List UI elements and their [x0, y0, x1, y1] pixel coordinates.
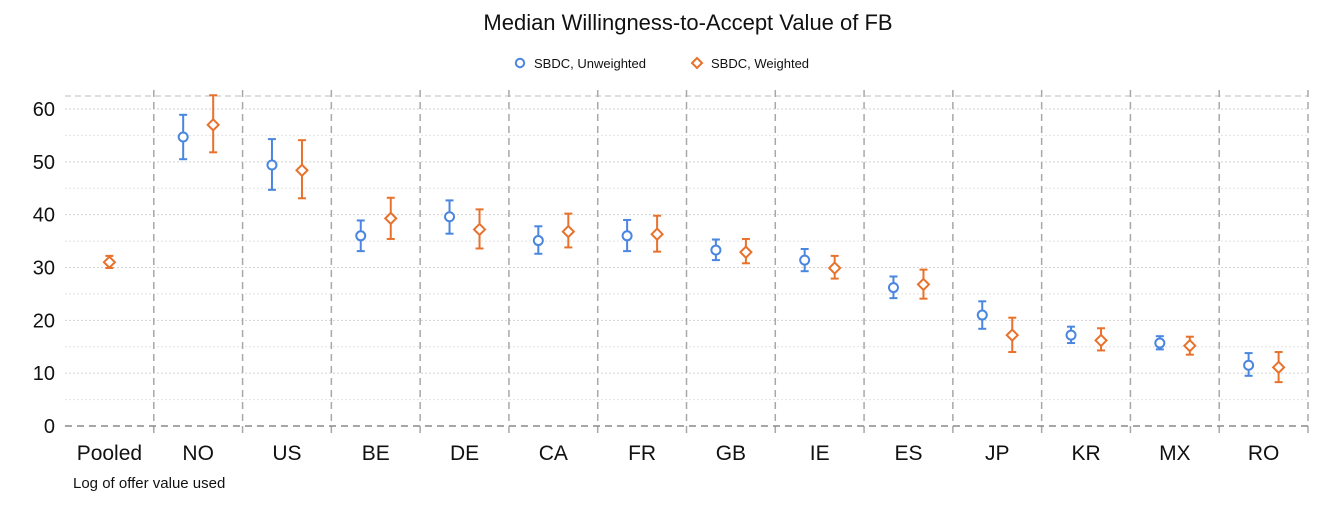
- x-tick-label: RO: [1248, 442, 1280, 465]
- data-marks: [102, 94, 1286, 384]
- y-tick-label: 50: [33, 152, 55, 174]
- legend-marker-weighted: [690, 56, 704, 70]
- data-point-group: [444, 199, 456, 235]
- y-tick-label: 40: [33, 205, 55, 227]
- x-tick-label: GB: [716, 442, 746, 465]
- data-point-diamond: [650, 227, 665, 242]
- data-point-diamond: [102, 255, 117, 270]
- data-point-group: [1065, 325, 1077, 345]
- y-tick-label: 60: [33, 99, 55, 121]
- x-tick-label: JP: [985, 442, 1010, 465]
- data-point-circle: [532, 235, 544, 247]
- x-tick-label: DE: [450, 442, 479, 465]
- data-point-group: [1094, 327, 1108, 352]
- data-point-diamond: [295, 163, 309, 178]
- data-point-circle: [887, 282, 899, 294]
- data-point-circle: [444, 211, 456, 223]
- data-point-circle: [621, 230, 633, 242]
- data-point-diamond: [206, 117, 221, 132]
- x-tick-label: MX: [1159, 442, 1191, 465]
- data-point-diamond: [916, 277, 931, 292]
- data-point-group: [266, 138, 278, 191]
- data-point-group: [1182, 335, 1197, 356]
- data-point-group: [1005, 316, 1020, 354]
- data-point-group: [621, 218, 633, 253]
- data-point-group: [561, 212, 576, 249]
- legend: SBDC, Unweighted SBDC, Weighted: [514, 56, 809, 71]
- data-point-diamond: [738, 245, 753, 260]
- y-tick-label: 30: [33, 258, 55, 280]
- y-tick-label: 0: [44, 416, 55, 438]
- y-tick-label: 20: [33, 310, 55, 332]
- legend-label-weighted: SBDC, Weighted: [711, 56, 809, 71]
- data-point-group: [650, 214, 665, 253]
- data-point-circle: [1243, 359, 1255, 371]
- x-tick-label: ES: [894, 442, 922, 465]
- data-point-group: [976, 300, 988, 330]
- x-tick-label: US: [272, 442, 301, 465]
- legend-label-unweighted: SBDC, Unweighted: [534, 56, 646, 71]
- data-point-circle: [177, 131, 189, 143]
- data-point-group: [1271, 351, 1286, 384]
- data-point-group: [827, 254, 842, 280]
- data-point-circle: [799, 254, 811, 266]
- chart-title: Median Willingness-to-Accept Value of FB: [483, 10, 892, 35]
- data-point-diamond: [1005, 328, 1020, 343]
- y-axis: 0 10 20 30 40 50 60: [33, 99, 55, 438]
- data-point-group: [177, 113, 189, 161]
- y-tick-label: 10: [33, 363, 55, 385]
- x-tick-label: FR: [628, 442, 656, 465]
- data-point-group: [916, 268, 931, 300]
- data-point-circle: [976, 309, 988, 321]
- data-point-group: [472, 208, 487, 250]
- data-point-group: [383, 196, 398, 240]
- data-point-diamond: [827, 261, 842, 275]
- x-tick-label: Pooled: [77, 442, 142, 465]
- data-point-group: [102, 254, 117, 270]
- data-point-group: [1154, 335, 1166, 351]
- data-point-diamond: [1182, 338, 1197, 353]
- data-point-circle: [355, 230, 367, 242]
- legend-marker-unweighted: [514, 57, 526, 69]
- data-point-diamond: [561, 224, 576, 239]
- data-point-group: [1243, 352, 1255, 377]
- data-point-circle: [710, 244, 722, 256]
- data-point-group: [206, 94, 221, 154]
- data-point-group: [887, 275, 899, 300]
- data-point-diamond: [1094, 333, 1108, 348]
- x-tick-label: IE: [810, 442, 830, 465]
- chart-note: Log of offer value used: [73, 475, 225, 492]
- x-tick-label: KR: [1071, 442, 1100, 465]
- data-point-diamond: [1271, 360, 1286, 375]
- data-point-circle: [1065, 329, 1077, 341]
- data-point-circle: [266, 159, 278, 171]
- grid: [65, 90, 1309, 434]
- data-point-group: [738, 237, 753, 265]
- data-point-group: [532, 225, 544, 255]
- data-point-group: [710, 238, 722, 262]
- x-tick-label: BE: [362, 442, 390, 465]
- data-point-diamond: [472, 222, 487, 237]
- x-axis: Pooled NO US BE DE CA FR GB IE ES JP KR MX RO: [77, 442, 1280, 465]
- x-tick-label: NO: [182, 442, 214, 465]
- data-point-group: [355, 219, 367, 253]
- x-tick-label: CA: [539, 442, 568, 465]
- data-point-circle: [1154, 337, 1166, 349]
- data-point-group: [295, 139, 309, 200]
- data-point-diamond: [383, 211, 398, 226]
- data-point-group: [799, 248, 811, 273]
